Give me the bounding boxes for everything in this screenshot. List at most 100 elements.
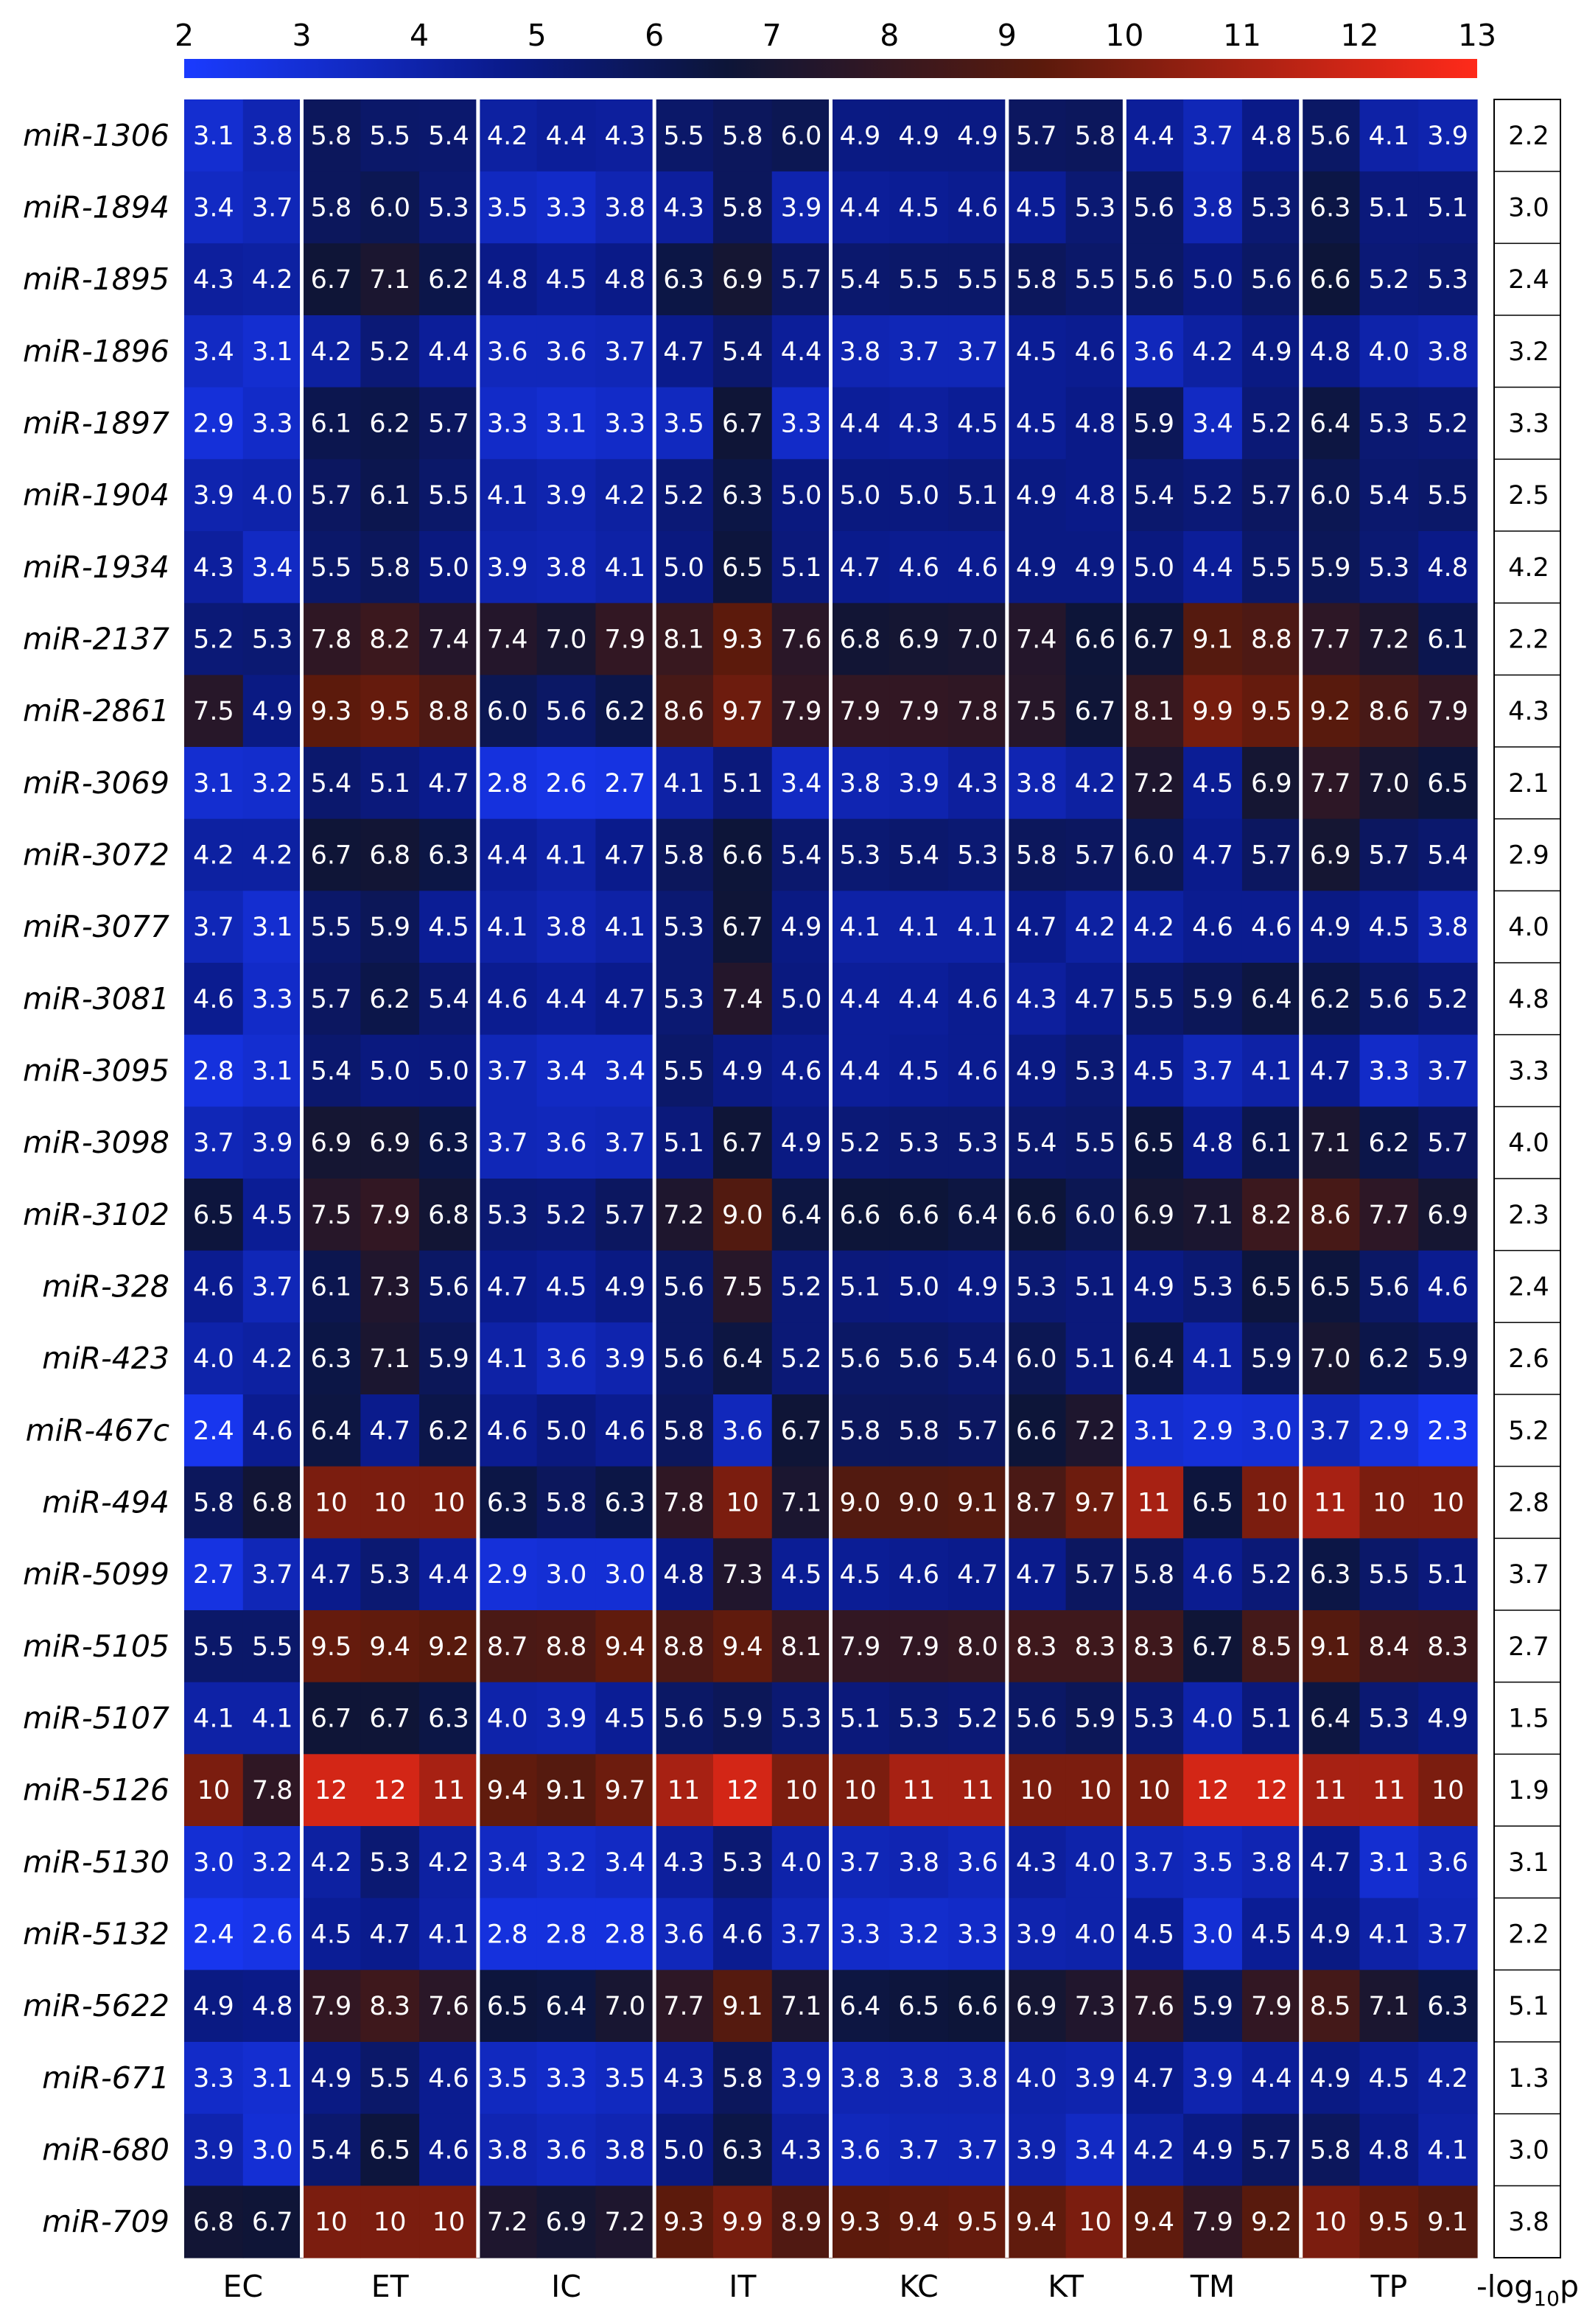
heatmap-cell (184, 1250, 244, 1323)
heatmap-cell-value: 7.1 (1310, 1128, 1351, 1158)
heatmap-cell (1006, 891, 1067, 963)
heatmap-cell-value: 5.6 (1133, 194, 1174, 223)
heatmap-cell-value: 3.3 (252, 985, 293, 1014)
heatmap-cell (1065, 1250, 1125, 1323)
heatmap-cell (1006, 1754, 1067, 1827)
heatmap-cell-value: 10 (844, 1776, 877, 1805)
heatmap-cell (1124, 818, 1184, 891)
heatmap-cell-value: 10 (1079, 1776, 1112, 1805)
heatmap-cell-value: 7.9 (369, 1201, 410, 1230)
heatmap-cell-value: 4.8 (1310, 337, 1351, 367)
heatmap-cell-value: 5.1 (840, 1705, 881, 1734)
heatmap-cell-value: 10 (1079, 2208, 1112, 2237)
heatmap-cell (830, 1034, 890, 1107)
heatmap-cell-value: 3.1 (252, 337, 293, 367)
heatmap-cell-value: 3.6 (487, 337, 528, 367)
heatmap-cell (1183, 1682, 1243, 1755)
heatmap-cell (1065, 387, 1125, 460)
heatmap-cell (536, 1034, 597, 1107)
heatmap-cell (477, 963, 538, 1036)
heatmap-cell (889, 963, 949, 1036)
heatmap-cell (301, 171, 361, 244)
heatmap-cell-value: 5.8 (722, 122, 763, 151)
heatmap-cell-value: 6.9 (369, 1128, 410, 1158)
heatmap-cell (654, 1394, 714, 1467)
heatmap-cell-value: 9.0 (898, 1489, 939, 1518)
heatmap-cell-value: 5.0 (428, 1057, 469, 1086)
heatmap-cell (536, 1898, 597, 1970)
heatmap-cell-value: 9.7 (722, 697, 763, 726)
heatmap-cell (1418, 243, 1478, 316)
heatmap-cell-value: 3.8 (546, 553, 587, 583)
heatmap-cell-value: 5.3 (1133, 1705, 1174, 1734)
heatmap-cell-value: 7.8 (252, 1776, 293, 1805)
row-label: miR-5126 (23, 1772, 169, 1808)
heatmap-cell (830, 963, 890, 1036)
heatmap-cell-value: 4.8 (604, 265, 645, 295)
heatmap-cell-value: 6.6 (957, 1992, 998, 2021)
heatmap-cell (889, 675, 949, 748)
heatmap-cell (712, 1754, 773, 1827)
heatmap-cell (1359, 1322, 1419, 1395)
heatmap-cell-value: 3.8 (604, 194, 645, 223)
heatmap-cell (1418, 2113, 1478, 2186)
heatmap-cell (477, 315, 538, 388)
row-labels: miR-1306 miR-1894 miR-1895 miR-1896 miR-1897… (23, 118, 169, 2239)
heatmap-cell-value: 4.7 (369, 1920, 410, 1950)
heatmap-cell (948, 2186, 1008, 2258)
heatmap-cell-value: 3.0 (1251, 1416, 1292, 1446)
heatmap-cell-value: 3.1 (1133, 1416, 1174, 1446)
heatmap-cell (184, 243, 244, 316)
heatmap-cell (1359, 2113, 1419, 2186)
pvalue-value: 4.3 (1508, 697, 1549, 726)
heatmap-cell-value: 9.0 (840, 1489, 881, 1518)
heatmap-cell (1300, 459, 1361, 532)
row-label: miR-3081 (23, 981, 169, 1017)
heatmap-cell-value: 12 (315, 1776, 348, 1805)
heatmap-cell-value: 7.0 (546, 625, 587, 655)
heatmap-cell-value: 3.8 (487, 2136, 528, 2166)
heatmap-cell (477, 1610, 538, 1683)
pvalue-axis-label: -log10p (1476, 2269, 1579, 2311)
heatmap-cell (771, 675, 832, 748)
heatmap-cell-value: 9.7 (1075, 1489, 1116, 1518)
heatmap-cell (712, 459, 773, 532)
heatmap-cell-value: 7.5 (193, 697, 234, 726)
heatmap-cell (477, 1106, 538, 1179)
heatmap-cell (242, 171, 303, 244)
heatmap-cell (595, 171, 655, 244)
heatmap-cell (184, 747, 244, 820)
heatmap-cell-value: 5.4 (1427, 841, 1468, 871)
heatmap-cell (477, 1682, 538, 1755)
heatmap-cell (1065, 747, 1125, 820)
heatmap-cell-value: 4.6 (1427, 1273, 1468, 1302)
heatmap-cell (771, 531, 832, 604)
heatmap-cell-value: 5.3 (898, 1128, 939, 1158)
heatmap-cell-value: 3.6 (840, 2136, 881, 2166)
heatmap-cell (948, 2042, 1008, 2115)
heatmap-cell-value: 8.3 (1075, 1632, 1116, 1662)
heatmap-cell (654, 243, 714, 316)
heatmap-cell-value: 5.2 (1369, 265, 1410, 295)
heatmap-cell-value: 5.3 (722, 1848, 763, 1878)
heatmap-cell (536, 459, 597, 532)
heatmap-cell-value: 5.9 (1251, 1344, 1292, 1374)
heatmap-cell-value: 4.9 (1192, 2136, 1233, 2166)
heatmap-cell-value: 6.7 (311, 1705, 352, 1734)
heatmap-cell-value: 12 (1196, 1776, 1230, 1805)
heatmap-cell (830, 675, 890, 748)
heatmap-cell-value: 5.7 (1016, 122, 1057, 151)
heatmap-cell-value: 9.1 (1192, 625, 1233, 655)
heatmap-cell-value: 6.9 (311, 1128, 352, 1158)
heatmap-cell (830, 243, 890, 316)
heatmap-cell-value: 5.4 (957, 1344, 998, 1374)
heatmap-cell-value: 6.0 (1133, 841, 1174, 871)
heatmap-cell (889, 1034, 949, 1107)
heatmap-cell (889, 1466, 949, 1539)
heatmap-cell (1065, 1394, 1125, 1467)
heatmap-cell (477, 603, 538, 675)
heatmap-cell-value: 4.2 (428, 1848, 469, 1878)
heatmap-cell (889, 2042, 949, 2115)
heatmap-cell-value: 8.8 (428, 697, 469, 726)
row-label: miR-2861 (23, 693, 169, 729)
